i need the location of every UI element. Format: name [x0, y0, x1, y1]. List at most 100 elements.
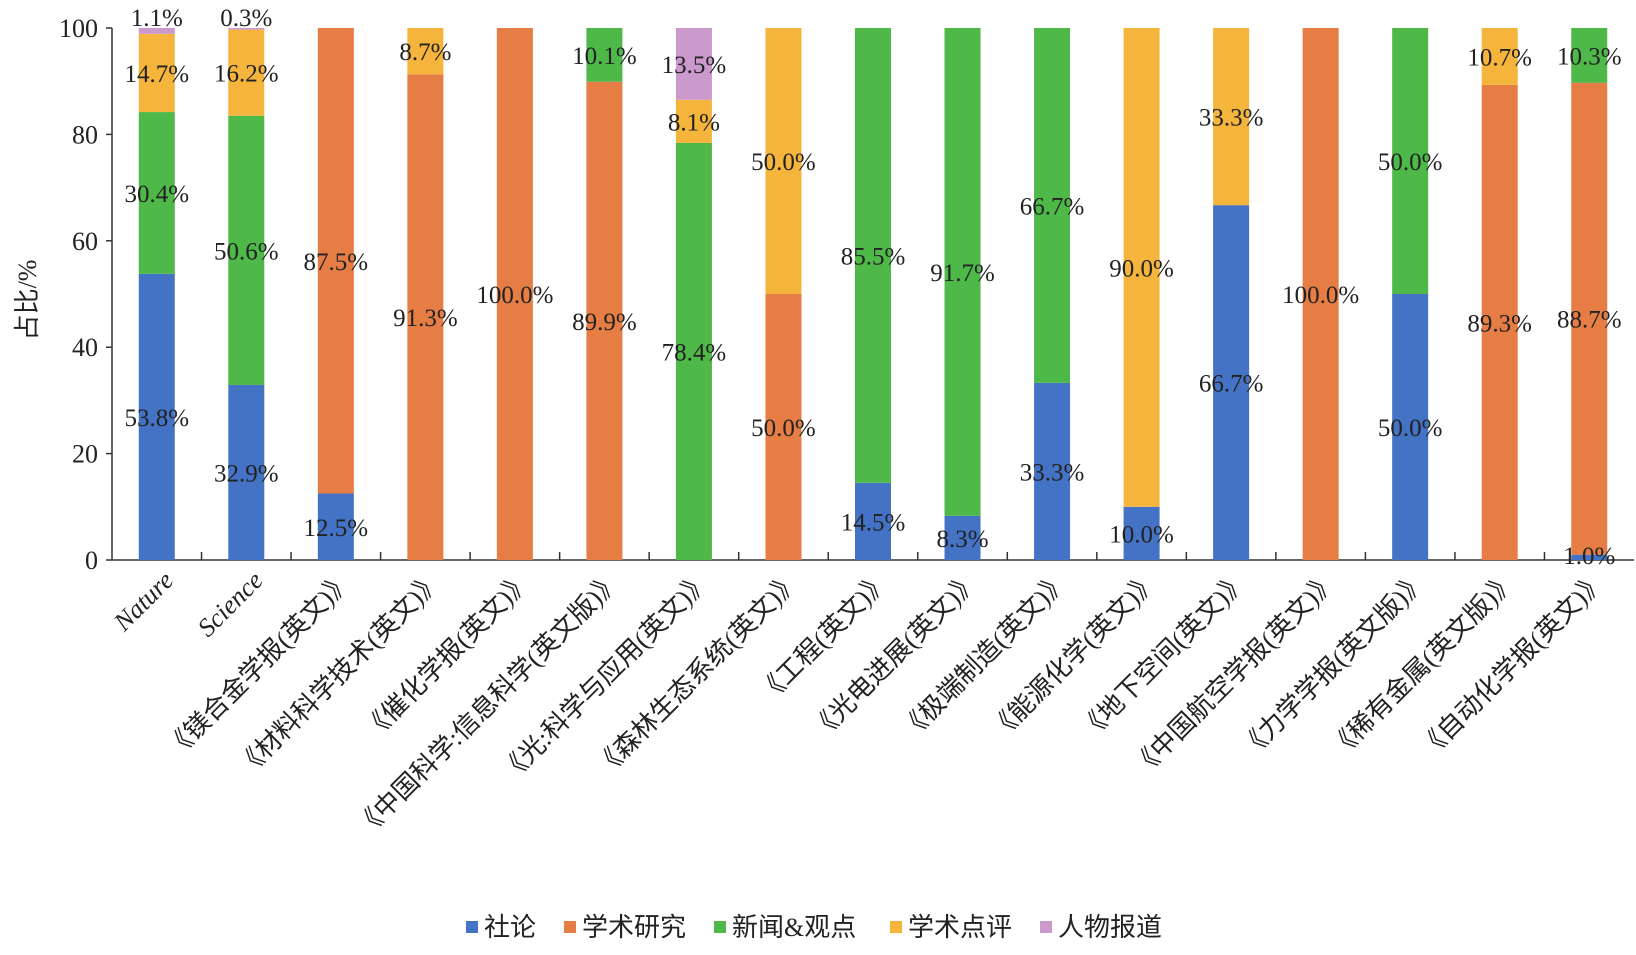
- data-label: 50.6%: [214, 238, 279, 265]
- bar-segment: [228, 115, 265, 385]
- data-label: 1.1%: [131, 5, 183, 32]
- data-label: 10.3%: [1557, 43, 1622, 70]
- x-tick-label: 《极端制造(英文)》: [894, 566, 1074, 746]
- legend-swatch: [890, 921, 902, 933]
- bar-segment: [228, 28, 265, 30]
- bar-segment: [138, 112, 175, 274]
- bar-segment: [675, 99, 712, 143]
- bar-segment: [138, 33, 175, 113]
- legend-swatch: [714, 921, 726, 933]
- data-label: 66.7%: [1199, 371, 1264, 398]
- bar-segment: [1034, 28, 1071, 383]
- data-label: 100.0%: [1282, 282, 1359, 309]
- x-tick-label: Nature: [107, 566, 179, 638]
- y-tick-label: 0: [85, 546, 98, 575]
- bar-segment: [1392, 294, 1429, 560]
- legend: 社论 学术研究 新闻&观点 学术点评 人物报道: [466, 913, 1162, 942]
- data-label: 89.3%: [1467, 310, 1532, 337]
- bar-segment: [1571, 554, 1608, 560]
- data-label: 10.7%: [1467, 44, 1532, 71]
- data-label: 50.0%: [1378, 149, 1443, 176]
- data-label: 1.0%: [1563, 543, 1615, 570]
- bar-segment: [765, 28, 802, 294]
- bar-segment: [944, 28, 981, 516]
- data-label: 85.5%: [841, 243, 906, 270]
- bar-segment: [228, 384, 265, 560]
- legend-swatch: [1040, 921, 1052, 933]
- data-label: 91.7%: [930, 260, 995, 287]
- bar-segment: [317, 28, 354, 494]
- y-tick-label: 80: [72, 120, 98, 149]
- bar-segment: [1123, 28, 1160, 507]
- x-tick-label: 《地下空间(英文)》: [1074, 566, 1254, 746]
- data-label: 33.3%: [1020, 459, 1085, 486]
- bar-segment: [1213, 28, 1250, 206]
- data-label: 89.9%: [572, 309, 637, 336]
- bar-segment: [1571, 82, 1608, 555]
- y-tick-label: 40: [72, 333, 98, 362]
- data-label: 12.5%: [304, 515, 369, 542]
- data-label: 50.0%: [1378, 415, 1443, 442]
- bars: [138, 28, 1608, 561]
- y-tick-label: 100: [59, 14, 98, 43]
- data-label: 8.3%: [936, 526, 988, 553]
- bar-segment: [1392, 28, 1429, 294]
- bar-segment: [1481, 28, 1518, 85]
- bar-segment: [586, 81, 623, 561]
- bar-segment: [496, 28, 533, 560]
- data-label: 100.0%: [476, 282, 553, 309]
- bar-segment: [228, 29, 265, 116]
- bar-segment: [1571, 28, 1608, 83]
- data-label: 78.4%: [662, 339, 727, 366]
- data-label: 8.7%: [399, 39, 451, 66]
- data-label: 50.0%: [751, 149, 816, 176]
- bar-segment: [855, 482, 891, 560]
- bar-segment: [855, 28, 891, 483]
- data-label: 14.7%: [124, 61, 189, 88]
- data-label: 0.3%: [220, 5, 272, 32]
- bar-segment: [317, 493, 354, 560]
- data-label: 32.9%: [214, 460, 279, 487]
- bar-segment: [1481, 84, 1518, 560]
- x-tick-label: 《光电进展(英文)》: [805, 566, 985, 746]
- bar-segment: [407, 74, 444, 560]
- y-tick-label: 20: [72, 440, 98, 469]
- data-labels: 53.8% 30.4% 14.7% 1.1% 32.9% 50.6% 16.2% 0.3% 12…: [124, 5, 1621, 570]
- bar-segment: [1213, 205, 1250, 560]
- data-label: 87.5%: [304, 249, 369, 276]
- data-label: 13.5%: [662, 52, 727, 79]
- x-tick-labels: Nature Science《镁合金学报(英文)》《材料科学技术(英文)》《催化学…: [107, 566, 1611, 843]
- data-label: 88.7%: [1557, 307, 1622, 334]
- legend-label: 社论: [484, 913, 536, 942]
- data-label: 10.1%: [572, 43, 637, 70]
- legend-label: 学术点评: [908, 913, 1012, 942]
- bar-segment: [765, 294, 802, 560]
- y-axis-title: 占比/%: [13, 260, 42, 341]
- data-label: 90.0%: [1109, 255, 1174, 282]
- data-label: 30.4%: [124, 181, 189, 208]
- y-tick-label: 60: [72, 227, 98, 256]
- bar-segment: [138, 28, 175, 34]
- bar-segment: [586, 28, 623, 82]
- data-label: 53.8%: [124, 405, 189, 432]
- data-label: 66.7%: [1020, 193, 1085, 220]
- bar-segment: [944, 515, 981, 560]
- bar-segment: [407, 28, 444, 75]
- bar-segment: [1123, 506, 1160, 560]
- legend-label: 新闻&观点: [732, 913, 856, 942]
- bar-segment: [675, 28, 712, 100]
- legend-label: 学术研究: [582, 913, 686, 942]
- legend-label: 人物报道: [1058, 913, 1162, 942]
- data-label: 8.1%: [668, 109, 720, 136]
- x-tick-label: 《催化学报(英文)》: [357, 566, 537, 746]
- legend-swatch: [564, 921, 576, 933]
- legend-swatch: [466, 921, 478, 933]
- bar-segment: [138, 273, 175, 560]
- data-label: 10.0%: [1109, 521, 1174, 548]
- data-label: 14.5%: [841, 509, 906, 536]
- data-label: 16.2%: [214, 61, 279, 88]
- bar-segment: [1034, 382, 1071, 560]
- bar-segment: [675, 142, 712, 561]
- x-tick-label: 《能源化学(英文)》: [984, 566, 1164, 746]
